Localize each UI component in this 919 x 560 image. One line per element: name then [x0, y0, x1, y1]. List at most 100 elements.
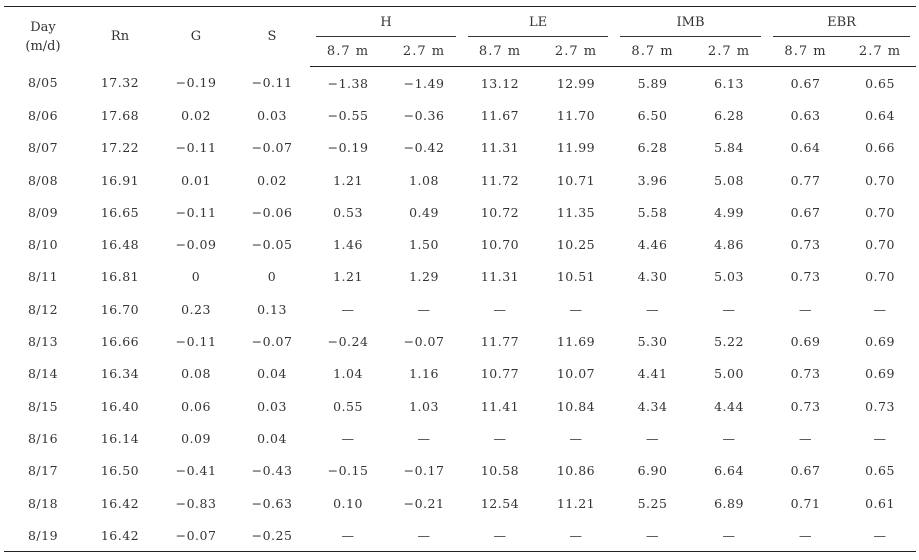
- cell-h-8-7m: −0.55: [327, 107, 369, 123]
- cell-ebr-2-7m: 0.73: [865, 398, 895, 414]
- header-rn: Rn: [82, 6, 158, 67]
- cell-ebr-8-7m: 0.73: [790, 398, 821, 414]
- cell-ebr-8-7m: 0.77: [790, 172, 821, 188]
- cell-g: 0.23: [181, 301, 211, 317]
- cell-h-8-7m: —: [310, 519, 386, 553]
- cell-imb-8-7m: 5.58: [637, 204, 668, 220]
- cell-rn: 16.48: [100, 237, 140, 253]
- cell-g: −0.19: [175, 75, 217, 91]
- cell-rn: 16.40: [100, 398, 140, 414]
- cell-ebr-2-7m: —: [844, 519, 916, 553]
- cell-ebr-2-7m: 0.69: [865, 334, 895, 350]
- cell-h-2-7m: −0.21: [403, 495, 445, 511]
- cell-imb-2-7m: 6.13: [714, 75, 744, 91]
- cell-le-2-7m: 10.71: [556, 172, 596, 188]
- header-le-2-7m: 2.7 m: [538, 37, 614, 67]
- cell-h-8-7m: 1.46: [333, 237, 363, 253]
- cell-le-8-7m: —: [493, 301, 507, 317]
- cell-day: 8/07: [27, 140, 59, 156]
- cell-ebr-2-7m: 0.66: [865, 140, 895, 156]
- table-row: 8/10 16.48 −0.09 −0.05 1.46 1.50 10.70 10.25 4.4…: [4, 228, 916, 260]
- cell-h-2-7m: 1.29: [409, 269, 439, 285]
- table-body: 8/05 17.32 −0.19 −0.11 −1.38 −1.49 13.12 12.99 5…: [4, 67, 916, 553]
- cell-h-2-7m: 1.16: [409, 366, 439, 382]
- cell-day: 8/05: [27, 75, 59, 91]
- cell-rn: 16.42: [82, 519, 158, 553]
- cell-h-2-7m: −0.36: [403, 107, 445, 123]
- cell-imb-2-7m: —: [722, 430, 736, 446]
- cell-g: 0.08: [181, 366, 211, 382]
- cell-h-8-7m: −0.24: [327, 334, 369, 350]
- cell-imb-8-7m: —: [646, 430, 659, 446]
- header-row-groups: Day (m/d) Rn G S H LE IMB EBR: [4, 6, 916, 67]
- cell-le-2-7m: 10.51: [556, 269, 596, 285]
- cell-h-2-7m: 1.08: [409, 172, 439, 188]
- table-row: 8/17 16.50 −0.41 −0.43 −0.15 −0.17 10.58 10.86 6…: [4, 455, 916, 487]
- cell-s: 0.13: [257, 301, 287, 317]
- header-group-h: H: [310, 6, 462, 37]
- cell-ebr-2-7m: —: [873, 301, 887, 317]
- header-imb-8-7m: 8.7 m: [614, 37, 691, 67]
- cell-ebr-2-7m: 0.70: [865, 237, 895, 253]
- cell-le-8-7m: 10.70: [480, 237, 520, 253]
- cell-imb-8-7m: 5.25: [637, 495, 668, 511]
- cell-ebr-2-7m: 0.65: [865, 75, 895, 91]
- cell-h-2-7m: 1.03: [409, 398, 439, 414]
- cell-h-2-7m: −0.42: [403, 140, 445, 156]
- cell-s: −0.43: [251, 463, 293, 479]
- cell-h-8-7m: 0.53: [333, 204, 363, 220]
- cell-le-8-7m: 13.12: [480, 75, 520, 91]
- cell-g: −0.07: [158, 519, 234, 553]
- cell-imb-2-7m: —: [691, 519, 767, 553]
- table-row: 8/07 17.22 −0.11 −0.07 −0.19 −0.42 11.31 11.99 6…: [4, 132, 916, 164]
- cell-h-2-7m: —: [386, 519, 462, 553]
- cell-h-2-7m: −0.17: [403, 463, 445, 479]
- cell-g: −0.11: [175, 140, 217, 156]
- cell-ebr-2-7m: 0.69: [865, 366, 895, 382]
- cell-day: 8/11: [27, 269, 59, 285]
- cell-h-8-7m: 0.10: [333, 495, 363, 511]
- cell-le-2-7m: 12.99: [556, 75, 596, 91]
- header-imb-2-7m: 2.7 m: [691, 37, 767, 67]
- cell-g: −0.09: [175, 237, 217, 253]
- cell-rn: 16.81: [100, 269, 140, 285]
- cell-imb-2-7m: 4.44: [714, 398, 744, 414]
- cell-ebr-8-7m: —: [799, 430, 812, 446]
- cell-ebr-8-7m: 0.73: [790, 269, 821, 285]
- cell-le-2-7m: 11.35: [556, 204, 596, 220]
- cell-s: −0.25: [234, 519, 310, 553]
- table-row: 8/08 16.91 0.01 0.02 1.21 1.08 11.72 10.71 3.96 5…: [4, 164, 916, 196]
- cell-s: −0.06: [251, 204, 293, 220]
- cell-day: 8/19: [4, 519, 82, 553]
- cell-g: 0.02: [181, 107, 211, 123]
- cell-h-8-7m: −0.19: [327, 140, 369, 156]
- cell-s: −0.11: [251, 75, 293, 91]
- table-row: 8/09 16.65 −0.11 −0.06 0.53 0.49 10.72 11.35 5.5…: [4, 196, 916, 228]
- cell-ebr-8-7m: 0.67: [790, 204, 821, 220]
- table-row: 8/05 17.32 −0.19 −0.11 −1.38 −1.49 13.12 12.99 5…: [4, 67, 916, 100]
- cell-s: 0.04: [257, 430, 287, 446]
- cell-s: −0.07: [251, 334, 293, 350]
- cell-le-8-7m: 11.77: [480, 334, 520, 350]
- cell-rn: 16.70: [100, 301, 140, 317]
- cell-le-8-7m: 11.67: [480, 107, 520, 123]
- cell-imb-8-7m: 5.30: [637, 334, 668, 350]
- cell-imb-8-7m: 6.28: [637, 140, 668, 156]
- header-day: Day (m/d): [4, 6, 82, 67]
- cell-day: 8/17: [27, 463, 59, 479]
- cell-h-8-7m: 1.21: [333, 172, 363, 188]
- cell-day: 8/12: [27, 301, 59, 317]
- cell-imb-2-7m: —: [722, 301, 736, 317]
- energy-balance-table: Day (m/d) Rn G S H LE IMB EBR 8.7 m 2.7 …: [4, 6, 916, 553]
- cell-imb-8-7m: 4.34: [637, 398, 668, 414]
- cell-s: 0.03: [257, 107, 287, 123]
- cell-imb-8-7m: 6.50: [637, 107, 668, 123]
- cell-day: 8/08: [27, 172, 59, 188]
- cell-ebr-8-7m: 0.64: [790, 140, 821, 156]
- cell-h-2-7m: —: [417, 301, 431, 317]
- cell-rn: 16.91: [100, 172, 140, 188]
- cell-imb-2-7m: 5.08: [714, 172, 744, 188]
- cell-ebr-8-7m: —: [799, 301, 812, 317]
- cell-rn: 17.32: [100, 75, 140, 91]
- cell-imb-2-7m: 4.86: [714, 237, 744, 253]
